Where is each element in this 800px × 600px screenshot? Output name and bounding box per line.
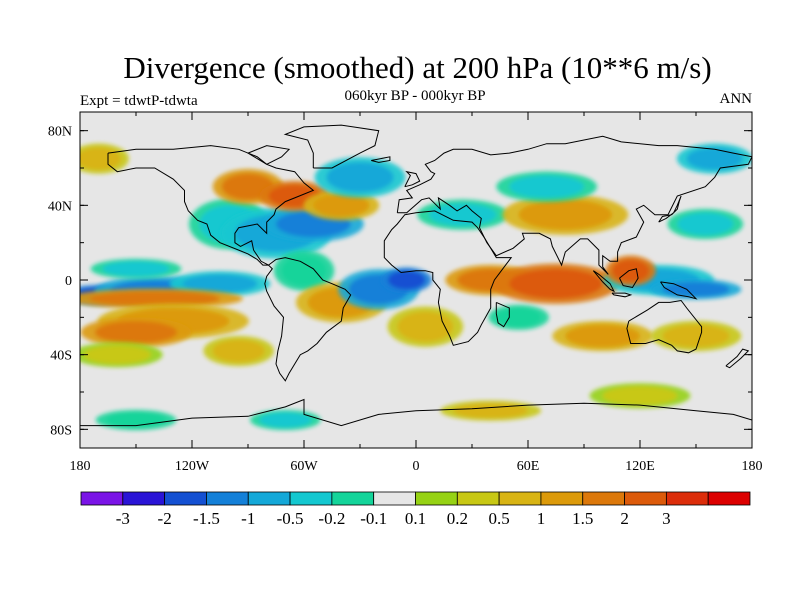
page-title: Divergence (smoothed) at 200 hPa (10**6 … [123, 50, 712, 85]
colorbar-label: 1 [537, 509, 546, 528]
colorbar-swatch [415, 491, 458, 506]
lat-tick-label: 80N [48, 125, 72, 140]
axis-ticks [79, 112, 753, 448]
lon-tick-label: 120W [175, 459, 210, 474]
colorbar-label: 3 [662, 509, 671, 528]
lon-tick-label: 180 [742, 459, 763, 474]
colorbar-label: -0.5 [277, 509, 304, 528]
divergence-anomaly-30 [667, 208, 744, 240]
lon-tick-label: 180 [70, 459, 91, 474]
coastline-16 [246, 145, 291, 165]
colorbar-label: -2 [158, 509, 172, 528]
divergence-field [80, 143, 752, 431]
coastline-15 [371, 156, 391, 163]
divergence-anomaly-32 [650, 320, 742, 352]
colorbar-label: -0.1 [360, 509, 387, 528]
colorbar-swatch [331, 491, 375, 506]
divergence-anomaly-35 [440, 400, 542, 421]
lon-tick-label: 60W [290, 459, 318, 474]
colorbar-labels: -3 -2 -1.5 -1 -0.5 -0.2 -0.1 0.1 0.2 0.5 1 1.5 2 3 [116, 509, 671, 528]
divergence-anomaly-33 [95, 409, 177, 431]
divergence-anomaly-31 [552, 320, 654, 352]
colorbar-swatch [498, 491, 542, 506]
colorbar-swatch [206, 491, 249, 506]
lat-tick-label: 0 [65, 274, 72, 289]
divergence-anomaly-20 [387, 306, 464, 347]
colorbar-label: 0.1 [405, 509, 426, 528]
divergence-anomaly-6 [80, 317, 192, 348]
coastline-2 [383, 210, 513, 346]
lon-tick-label: 120E [625, 459, 655, 474]
lat-tick-label: 40S [50, 349, 72, 364]
coastline-12 [660, 281, 698, 300]
experiment-label: Expt = tdwtP-tdwta [80, 93, 198, 109]
divergence-anomaly-25 [502, 194, 629, 235]
colorbar-swatch [582, 491, 625, 506]
lat-tick-label: 80S [50, 423, 72, 438]
divergence-anomaly-7 [80, 342, 163, 368]
coastline-4 [626, 299, 703, 354]
colorbar-label: -1.5 [193, 509, 220, 528]
colorbar [80, 491, 751, 506]
colorbar-swatch [707, 491, 751, 506]
divergence-anomaly-36 [589, 383, 691, 409]
coastline-5 [283, 124, 380, 169]
coastline-7 [404, 170, 421, 188]
colorbar-label: 0.5 [489, 509, 510, 528]
coastline-9 [592, 270, 616, 293]
colorbar-label: 2 [620, 509, 629, 528]
lon-tick-label: 60E [517, 459, 540, 474]
colorbar-swatch [122, 491, 166, 506]
colorbar-label: -0.2 [318, 509, 345, 528]
colorbar-swatch [624, 491, 667, 506]
divergence-anomaly-34 [250, 409, 321, 431]
colorbar-swatch [456, 491, 500, 506]
coastline-3 [396, 135, 752, 275]
colorbar-label: 0.2 [447, 509, 468, 528]
divergence-anomaly-8 [203, 335, 274, 367]
divergence-anomaly-16 [273, 250, 335, 291]
colorbar-swatch [164, 491, 207, 506]
colorbar-swatch [289, 491, 333, 506]
divergence-anomaly-4 [80, 288, 243, 309]
divergence-anomaly-22 [493, 263, 619, 304]
divergence-anomaly-24 [417, 199, 509, 230]
coastline-14 [725, 348, 750, 369]
coastline-6 [80, 398, 752, 427]
lon-tick-label: 0 [413, 459, 420, 474]
coastline-10 [611, 292, 633, 298]
colorbar-swatch [247, 491, 291, 506]
coastline-8 [658, 195, 682, 223]
divergence-anomaly-19 [381, 267, 432, 293]
divergence-anomaly-14 [303, 190, 380, 221]
coastline-1 [264, 257, 352, 382]
season-label: ANN [719, 91, 753, 107]
plot-subtitle: 060kyr BP - 000kyr BP [344, 88, 486, 104]
divergence-anomaly-3 [90, 258, 182, 279]
divergence-anomaly-23 [488, 304, 549, 330]
coastline-13 [495, 301, 510, 328]
divergence-anomaly-15 [314, 157, 406, 198]
divergence-anomaly-38 [676, 143, 752, 174]
colorbar-label: 1.5 [572, 509, 593, 528]
colorbar-swatch [373, 491, 416, 506]
coastline-0 [107, 145, 315, 266]
lat-tick-label: 40N [48, 199, 72, 214]
coastlines [80, 124, 752, 427]
colorbar-swatch [665, 491, 709, 506]
axis-tick-labels: 80N 40N 0 40S 80S 180 120W 60W 0 60E 120E 180 [48, 125, 763, 474]
coastline-11 [619, 268, 639, 289]
colorbar-swatch [80, 491, 124, 506]
colorbar-swatch [540, 491, 584, 506]
divergence-anomaly-26 [496, 171, 598, 202]
colorbar-label: -1 [241, 509, 255, 528]
divergence-anomaly-37 [80, 143, 129, 174]
colorbar-label: -3 [116, 509, 130, 528]
